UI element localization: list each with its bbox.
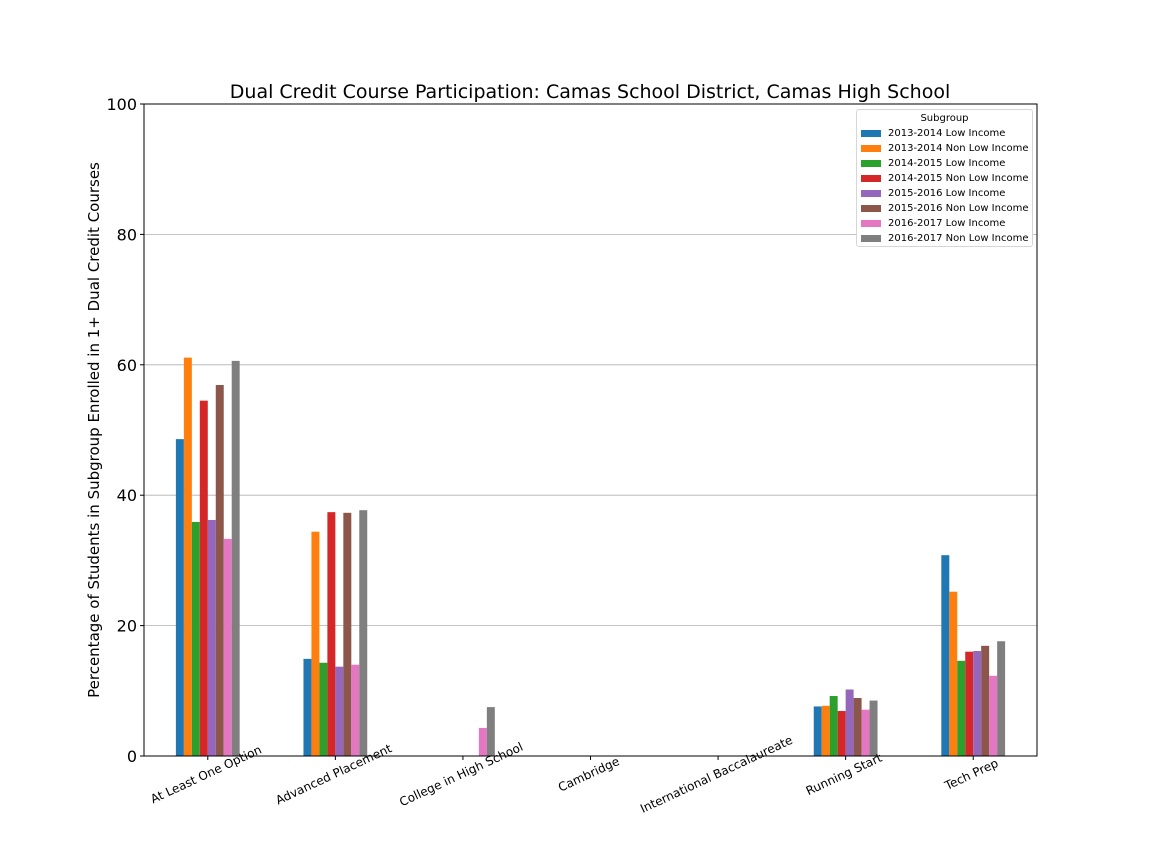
legend-label: 2015-2016 Non Low Income bbox=[888, 203, 1029, 214]
bar-2014-2015-non-low-income-6 bbox=[965, 651, 974, 756]
bar-2013-2014-low-income-0 bbox=[175, 439, 184, 756]
y-axis-label: Percentage of Students in Subgroup Enrol… bbox=[85, 162, 103, 698]
legend-item: 2013-2014 Low Income bbox=[857, 126, 1032, 141]
legend-swatch bbox=[861, 160, 881, 167]
bar-2013-2014-non-low-income-1 bbox=[311, 531, 320, 756]
x-tick-label: Tech Prep bbox=[942, 756, 1001, 793]
bar-2014-2015-non-low-income-5 bbox=[837, 711, 846, 756]
legend-swatch bbox=[861, 220, 881, 227]
bar-2015-2016-non-low-income-1 bbox=[343, 512, 352, 756]
bar-2014-2015-non-low-income-1 bbox=[327, 512, 336, 756]
y-axis-ticks: 0 20 40 60 80 100 bbox=[106, 95, 144, 766]
legend-item: 2013-2014 Non Low Income bbox=[857, 141, 1032, 156]
legend-label: 2016-2017 Low Income bbox=[888, 218, 1006, 229]
bar-2015-2016-low-income-0 bbox=[207, 519, 216, 756]
bar-2016-2017-low-income-5 bbox=[861, 709, 870, 756]
bar-2013-2014-non-low-income-6 bbox=[949, 591, 958, 756]
bar-2013-2014-non-low-income-0 bbox=[183, 357, 192, 756]
bar-2015-2016-non-low-income-6 bbox=[981, 645, 990, 756]
legend-swatch bbox=[861, 175, 881, 182]
bar-2015-2016-low-income-1 bbox=[335, 666, 344, 756]
legend-item: 2014-2015 Low Income bbox=[857, 156, 1032, 171]
legend-swatch bbox=[861, 235, 881, 242]
bar-2013-2014-non-low-income-5 bbox=[821, 705, 830, 756]
legend-label: 2013-2014 Low Income bbox=[888, 128, 1006, 139]
bar-2014-2015-non-low-income-0 bbox=[199, 400, 208, 756]
bar-2014-2015-low-income-1 bbox=[319, 662, 328, 756]
bar-2016-2017-low-income-1 bbox=[351, 664, 360, 756]
bar-2015-2016-low-income-6 bbox=[973, 651, 982, 756]
bar-2016-2017-non-low-income-6 bbox=[997, 641, 1006, 756]
bar-2016-2017-low-income-0 bbox=[223, 538, 232, 756]
bars bbox=[175, 357, 1006, 756]
legend-label: 2015-2016 Low Income bbox=[888, 188, 1006, 199]
legend-swatch bbox=[861, 145, 881, 152]
bar-2015-2016-non-low-income-5 bbox=[853, 697, 862, 756]
legend-swatch bbox=[861, 190, 881, 197]
legend: Subgroup 2013-2014 Low Income 2013-2014 N… bbox=[856, 109, 1033, 247]
x-tick-label: Running Start bbox=[804, 751, 885, 799]
bar-2016-2017-non-low-income-5 bbox=[869, 700, 878, 756]
legend-swatch bbox=[861, 130, 881, 137]
legend-title: Subgroup bbox=[920, 113, 969, 124]
y-tick-label: 0 bbox=[127, 747, 137, 766]
bar-2014-2015-low-income-0 bbox=[191, 521, 200, 756]
y-tick-label: 60 bbox=[117, 356, 137, 375]
chart-title: Dual Credit Course Participation: Camas … bbox=[230, 81, 950, 103]
gridlines bbox=[144, 233, 1037, 626]
bar-2013-2014-low-income-1 bbox=[303, 658, 312, 756]
legend-item: 2016-2017 Low Income bbox=[857, 216, 1032, 231]
bar-2015-2016-low-income-5 bbox=[845, 689, 854, 756]
legend-swatch bbox=[861, 205, 881, 212]
legend-label: 2016-2017 Non Low Income bbox=[888, 233, 1029, 244]
bar-2016-2017-non-low-income-0 bbox=[231, 360, 240, 756]
x-tick-label: Cambridge bbox=[556, 754, 622, 795]
legend-label: 2014-2015 Non Low Income bbox=[888, 173, 1029, 184]
legend-item: 2015-2016 Non Low Income bbox=[857, 201, 1032, 216]
bar-2016-2017-low-income-6 bbox=[989, 675, 998, 756]
legend-label: 2013-2014 Non Low Income bbox=[888, 143, 1029, 154]
legend-label: 2014-2015 Low Income bbox=[888, 158, 1006, 169]
bar-2015-2016-non-low-income-0 bbox=[215, 385, 224, 756]
bar-2016-2017-low-income-2 bbox=[478, 727, 487, 756]
bar-2013-2014-low-income-5 bbox=[813, 706, 822, 756]
bar-2014-2015-low-income-6 bbox=[957, 660, 966, 756]
y-tick-label: 80 bbox=[117, 225, 137, 244]
y-tick-label: 40 bbox=[117, 486, 137, 505]
bar-2016-2017-non-low-income-1 bbox=[359, 510, 368, 756]
bar-2014-2015-low-income-5 bbox=[829, 696, 838, 756]
legend-item: 2014-2015 Non Low Income bbox=[857, 171, 1032, 186]
legend-item: 2015-2016 Low Income bbox=[857, 186, 1032, 201]
y-tick-label: 100 bbox=[106, 95, 137, 114]
bar-2013-2014-low-income-6 bbox=[941, 555, 950, 756]
x-tick-label: International Baccalaureate bbox=[638, 733, 795, 816]
bar-2016-2017-non-low-income-2 bbox=[486, 707, 495, 756]
legend-item: 2016-2017 Non Low Income bbox=[857, 231, 1032, 246]
x-tick-label: College in High School bbox=[397, 740, 525, 810]
y-tick-label: 20 bbox=[117, 617, 137, 636]
